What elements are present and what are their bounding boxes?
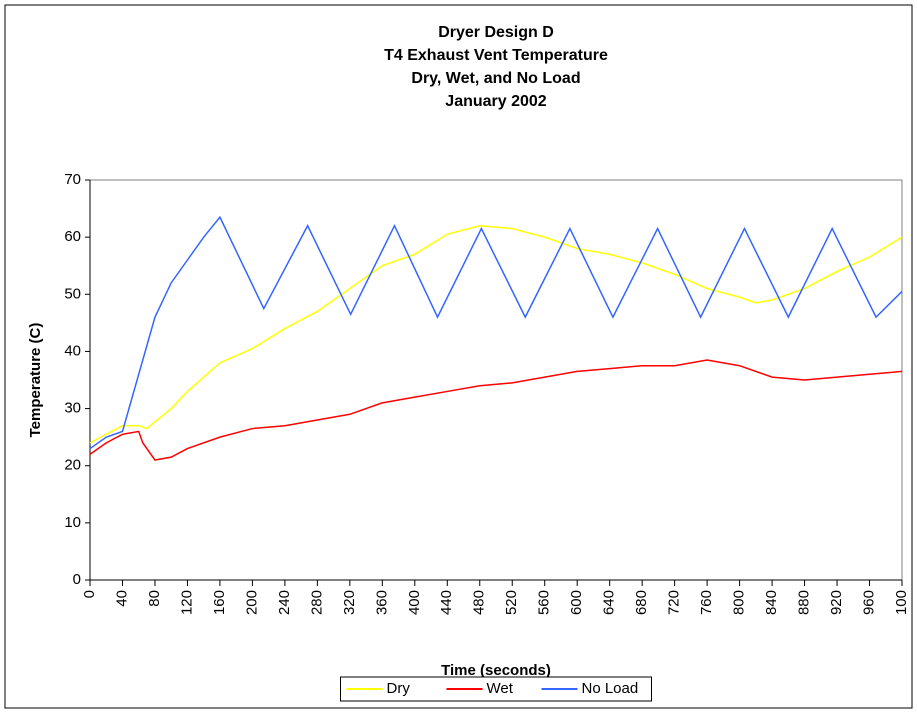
legend-label: Dry <box>387 680 411 697</box>
x-tick-label: 280 <box>308 590 325 615</box>
x-tick-label: 360 <box>373 590 390 615</box>
chart-title: T4 Exhaust Vent Temperature <box>384 47 608 64</box>
x-tick-label: 80 <box>146 590 163 607</box>
x-tick-label: 600 <box>568 590 585 615</box>
x-tick-label: 480 <box>471 590 488 615</box>
y-tick-label: 20 <box>64 457 81 474</box>
y-tick-label: 60 <box>64 228 81 245</box>
x-tick-label: 100 <box>893 590 910 615</box>
plot-area <box>89 179 903 581</box>
chart-title: Dryer Design D <box>438 24 554 41</box>
x-tick-label: 800 <box>731 590 748 615</box>
x-tick-label: 0 <box>81 590 98 598</box>
x-tick-label: 120 <box>178 590 195 615</box>
x-tick-label: 200 <box>243 590 260 615</box>
x-tick-label: 320 <box>341 590 358 615</box>
x-tick-label: 40 <box>113 590 130 607</box>
legend-label: Wet <box>487 680 514 697</box>
x-axis-title: Time (seconds) <box>441 662 551 679</box>
series-line <box>89 215 903 450</box>
x-tick-label: 440 <box>438 590 455 615</box>
x-tick-label: 240 <box>276 590 293 615</box>
series-line <box>89 224 903 444</box>
x-tick-label: 680 <box>633 590 650 615</box>
x-tick-label: 160 <box>211 590 228 615</box>
legend-box <box>340 676 652 702</box>
x-tick-label: 920 <box>828 590 845 615</box>
x-tick-label: 640 <box>601 590 618 615</box>
chart-title: January 2002 <box>445 93 547 110</box>
x-tick-label: 760 <box>698 590 715 615</box>
x-tick-label: 560 <box>536 590 553 615</box>
x-tick-label: 880 <box>796 590 813 615</box>
y-tick-label: 30 <box>64 400 81 417</box>
series-line <box>89 359 903 461</box>
y-axis-title: Temperature (C) <box>27 323 44 438</box>
chart-title: Dry, Wet, and No Load <box>411 70 580 87</box>
x-tick-label: 960 <box>860 590 877 615</box>
y-tick-label: 70 <box>64 171 81 188</box>
x-tick-label: 840 <box>763 590 780 615</box>
legend-label: No Load <box>582 680 639 697</box>
x-tick-label: 400 <box>406 590 423 615</box>
y-tick-label: 40 <box>64 342 81 359</box>
y-tick-label: 10 <box>64 514 81 531</box>
x-tick-label: 720 <box>666 590 683 615</box>
y-tick-label: 0 <box>73 571 81 588</box>
x-tick-label: 520 <box>503 590 520 615</box>
y-tick-label: 50 <box>64 285 81 302</box>
